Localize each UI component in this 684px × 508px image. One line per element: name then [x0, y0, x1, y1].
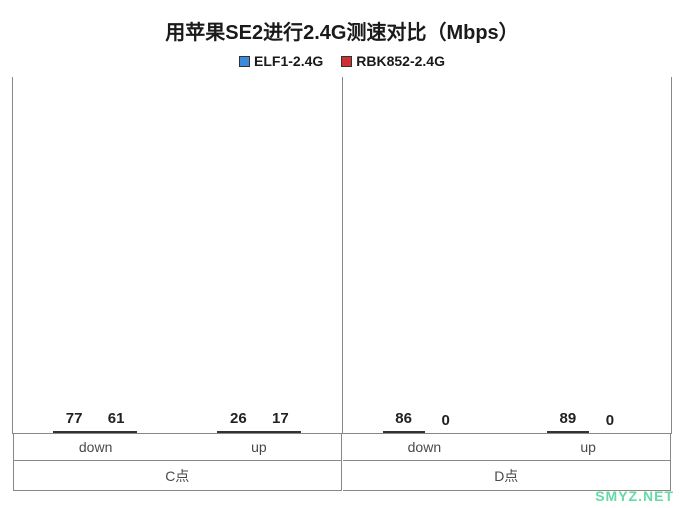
sub-labels-row: downup: [343, 433, 672, 461]
chart-plot: 77612617downupC点860890downupD点: [12, 77, 672, 500]
group-label-row: D点: [343, 461, 672, 491]
sub-label: up: [506, 433, 670, 461]
sub-labels-row: downup: [13, 433, 342, 461]
bar-data-label: 17: [272, 410, 289, 427]
watermark-text: SMYZ.NET: [595, 488, 674, 504]
bar-data-label: 0: [441, 412, 449, 429]
bar-data-label: 89: [560, 410, 577, 427]
bar-data-label: 61: [108, 410, 125, 427]
legend-swatch-elf1: [239, 56, 250, 67]
group-panel: 77612617downupC点: [12, 77, 343, 434]
group-label-row: C点: [13, 461, 342, 491]
legend-label-rbk852: RBK852-2.4G: [356, 53, 445, 69]
sub-area: 86 0: [343, 77, 507, 433]
bars-area: 77 61 26 17: [13, 77, 342, 433]
sub-area: 26 17: [177, 77, 341, 433]
legend-label-elf1: ELF1-2.4G: [254, 53, 323, 69]
bar-data-label: 86: [395, 410, 412, 427]
legend-item-rbk852: RBK852-2.4G: [341, 53, 445, 69]
plot-area: 77612617downupC点860890downupD点: [12, 77, 672, 434]
sub-label: up: [177, 433, 340, 461]
sub-label: down: [343, 433, 507, 461]
chart-legend: ELF1-2.4G RBK852-2.4G: [12, 53, 672, 69]
bar-data-label: 26: [230, 410, 247, 427]
legend-item-elf1: ELF1-2.4G: [239, 53, 323, 69]
chart-title: 用苹果SE2进行2.4G测速对比（Mbps）: [12, 16, 672, 45]
bar-data-label: 0: [606, 412, 614, 429]
sub-area: 89 0: [507, 77, 671, 433]
bar-data-label: 77: [66, 410, 83, 427]
chart-container: 用苹果SE2进行2.4G测速对比（Mbps） ELF1-2.4G RBK852-…: [0, 0, 684, 508]
bars-area: 86 0 89 0: [343, 77, 672, 433]
sub-area: 77 61: [13, 77, 177, 433]
group-label: D点: [343, 461, 671, 490]
sub-label: down: [14, 433, 177, 461]
legend-swatch-rbk852: [341, 56, 352, 67]
group-panel: 860890downupD点: [343, 77, 673, 434]
group-label: C点: [14, 461, 341, 490]
